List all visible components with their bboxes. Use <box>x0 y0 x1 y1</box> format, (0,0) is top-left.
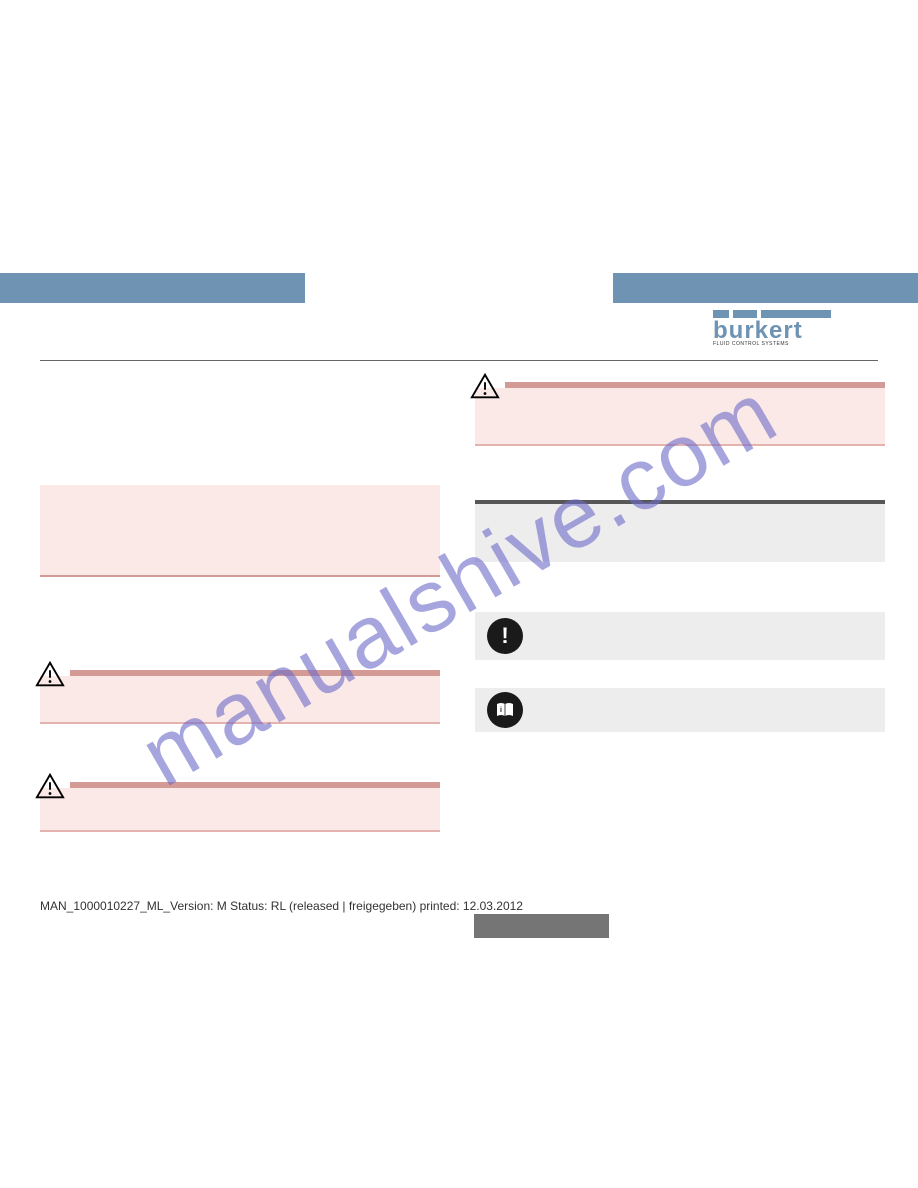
warning-triangle-icon <box>35 772 65 805</box>
warning-triangle-icon <box>470 372 500 405</box>
book-icon: i <box>487 692 523 728</box>
alert-body <box>40 676 440 724</box>
info-box-reference: i <box>475 688 885 732</box>
alert-body <box>475 388 885 446</box>
warning-box-large <box>40 485 440 577</box>
alert-danger-1 <box>40 670 440 724</box>
svg-text:i: i <box>500 707 502 714</box>
header-bar-left <box>0 273 305 303</box>
logo-text: burkert <box>713 321 843 341</box>
alert-body <box>40 788 440 832</box>
brand-logo: burkert FLUID CONTROL SYSTEMS <box>713 310 843 347</box>
header-bar-right <box>613 273 918 303</box>
footer-metadata: MAN_1000010227_ML_Version: M Status: RL … <box>40 899 523 913</box>
exclamation-icon: ! <box>487 618 523 654</box>
warning-triangle-icon <box>35 660 65 693</box>
page-number-box <box>474 914 609 938</box>
alert-danger-2 <box>40 782 440 832</box>
alert-caution-top <box>475 382 885 446</box>
left-column <box>40 485 440 577</box>
horizontal-divider <box>40 360 878 361</box>
note-box <box>475 500 885 562</box>
logo-tagline: FLUID CONTROL SYSTEMS <box>713 341 843 347</box>
note-body <box>475 504 885 562</box>
info-box-important: ! <box>475 612 885 660</box>
